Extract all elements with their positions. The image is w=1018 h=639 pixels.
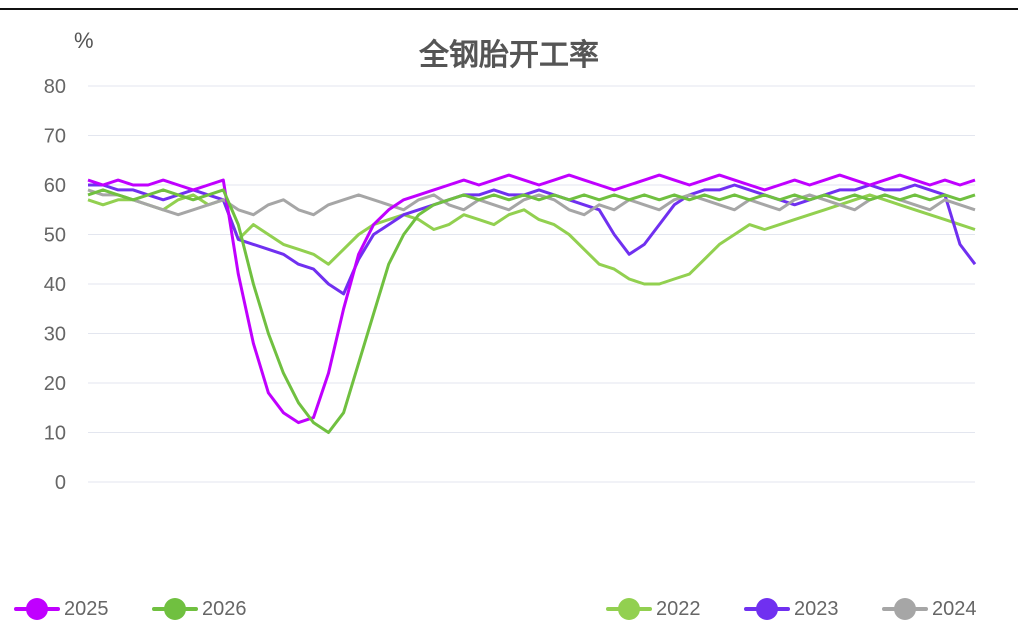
legend-item-2022[interactable]: 2022: [606, 596, 701, 622]
y-tick-label: 10: [44, 423, 66, 445]
y-tick-label: 0: [55, 472, 66, 494]
series-lines: [87, 173, 977, 434]
y-tick-label: 60: [44, 175, 66, 197]
y-tick-label: 30: [44, 324, 66, 346]
legend: 2025 2026 2022 2023 2024: [0, 590, 1018, 630]
legend-marker-icon: [14, 596, 60, 622]
y-axis-unit: %: [74, 28, 94, 53]
legend-label: 2023: [794, 597, 839, 620]
legend-label: 2025: [64, 597, 109, 620]
legend-marker-icon: [152, 596, 198, 622]
legend-label: 2024: [932, 597, 977, 620]
legend-item-2026[interactable]: 2026: [152, 596, 247, 622]
top-border: [0, 8, 1018, 10]
legend-item-2025[interactable]: 2025: [14, 596, 109, 622]
y-tick-label: 70: [44, 126, 66, 148]
grid-lines: [88, 85, 975, 483]
legend-label: 2022: [656, 597, 701, 620]
chart-title: 全钢胎开工率: [419, 39, 599, 72]
y-tick-label: 80: [44, 76, 66, 98]
legend-marker-icon: [744, 596, 790, 622]
y-axis-ticks: 0 10 20 30 40 50 60 70 80: [44, 76, 66, 494]
legend-label: 2026: [202, 597, 247, 620]
legend-item-2023[interactable]: 2023: [744, 596, 839, 622]
legend-marker-icon: [882, 596, 928, 622]
series-line-2022: [87, 193, 976, 286]
y-tick-label: 40: [44, 274, 66, 296]
legend-item-2024[interactable]: 2024: [882, 596, 977, 622]
series-line-2026: [87, 188, 976, 434]
legend-marker-icon: [606, 596, 652, 622]
series-line-2023: [88, 183, 977, 296]
y-tick-label: 20: [44, 373, 66, 395]
y-tick-label: 50: [44, 225, 66, 247]
line-chart: 0 10 20 30 40 50 60 70 80: [44, 76, 977, 494]
series-line-2025: [87, 173, 976, 425]
